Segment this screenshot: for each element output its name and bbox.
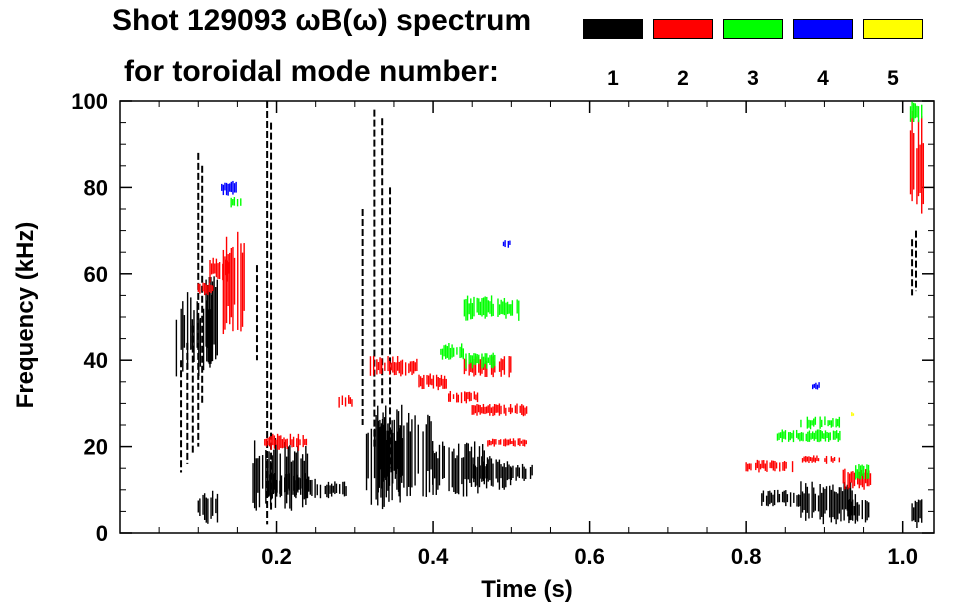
y-tick-label: 60 <box>84 262 108 287</box>
legend-swatch-n1 <box>583 19 643 39</box>
legend-swatch-n4 <box>793 19 853 39</box>
legend-label-n2: 2 <box>677 67 689 90</box>
spectral-blob <box>502 240 511 248</box>
legend-swatch-n5 <box>863 19 923 39</box>
series-n=5 <box>851 412 855 417</box>
spectral-blob <box>909 101 923 123</box>
chart-title-line-2: for toroidal mode number: <box>124 55 499 88</box>
spectral-blob <box>855 464 870 480</box>
spectral-blob <box>448 390 479 404</box>
series-n=4 <box>221 180 820 390</box>
major-ticks <box>120 100 934 534</box>
series-n=1 <box>175 101 923 529</box>
spectral-blob <box>811 382 820 390</box>
spectral-blob <box>471 403 528 417</box>
x-tick-label: 0.2 <box>261 544 292 569</box>
spectral-blob <box>205 276 218 365</box>
spectral-blob <box>800 481 857 525</box>
x-tick-label: 0.4 <box>418 544 449 569</box>
spectral-blob <box>221 180 237 196</box>
x-axis-label: Time (s) <box>481 576 573 603</box>
spectral-blob <box>264 433 308 451</box>
spectral-blob <box>418 373 447 391</box>
legend-swatch-n2 <box>653 19 713 39</box>
spectral-blob <box>909 110 925 214</box>
spectral-blob <box>369 355 418 377</box>
spectral-blob <box>800 416 841 430</box>
spectral-blob <box>377 412 434 498</box>
spectral-blob <box>851 412 855 417</box>
spectral-blob <box>338 395 353 408</box>
series-layer <box>175 101 925 529</box>
y-tick-label: 100 <box>71 89 108 114</box>
spectral-blob <box>473 456 512 490</box>
spectral-blob <box>911 499 923 529</box>
spectral-blob <box>316 481 347 499</box>
spectral-blob <box>268 473 316 499</box>
spectral-blob <box>463 295 520 321</box>
spectral-blob <box>432 441 489 497</box>
spectral-blob <box>197 282 214 296</box>
x-tick-label: 0.8 <box>731 544 762 569</box>
spectral-blob <box>197 490 219 524</box>
spectral-blob <box>465 352 496 369</box>
y-tick-label: 20 <box>84 435 108 460</box>
y-axis-label: Frequency (kHz) <box>12 222 39 409</box>
spectral-blob <box>252 438 309 511</box>
spectral-blob <box>801 455 841 464</box>
x-tick-label: 1.0 <box>887 544 918 569</box>
series-n=3 <box>230 101 923 480</box>
spectral-blob <box>510 463 533 481</box>
spectral-blob <box>440 343 465 360</box>
y-tick-label: 40 <box>84 348 108 373</box>
spectral-blob <box>487 438 527 447</box>
legend-swatch-n3 <box>723 19 783 39</box>
spectral-blob <box>847 499 870 523</box>
legend-label-n4: 4 <box>817 67 829 90</box>
legend-label-n1: 1 <box>607 67 619 90</box>
series-n=2 <box>197 110 925 490</box>
spectral-blob <box>761 489 801 507</box>
minor-ticks <box>120 101 934 533</box>
legend-label-n3: 3 <box>747 67 759 90</box>
y-tick-label: 0 <box>96 521 108 546</box>
legend-label-n5: 5 <box>887 67 899 90</box>
spectral-blob <box>745 459 794 473</box>
x-tick-label: 0.6 <box>574 544 605 569</box>
y-tick-label: 80 <box>84 175 108 200</box>
chart-title-line-1: Shot 129093 ωB(ω) spectrum <box>112 4 532 37</box>
spectral-blob <box>222 231 245 335</box>
spectral-blob <box>230 197 242 208</box>
spectral-blob <box>776 429 841 443</box>
